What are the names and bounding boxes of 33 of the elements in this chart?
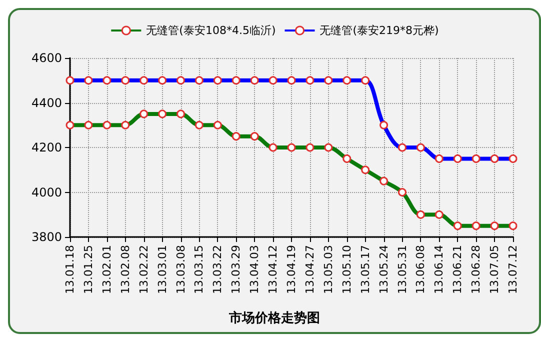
- x-tick-label: 13.06.28: [470, 245, 483, 294]
- x-tick-label: 13.03.29: [230, 245, 243, 294]
- x-tick-label: 13.01.25: [82, 245, 95, 294]
- x-tick-label: 13.07.12: [506, 245, 520, 294]
- legend-label: 无缝管(泰安108*4.5临沂): [146, 24, 276, 37]
- x-tick-label: 13.02.08: [118, 245, 132, 294]
- x-tick-label: 13.03.01: [156, 245, 169, 294]
- x-tick-label: 13.05.31: [396, 245, 409, 294]
- y-tick-label: 4400: [31, 96, 62, 110]
- x-tick-label: 13.04.12: [266, 245, 280, 294]
- x-tick-label: 13.07.05: [488, 245, 502, 294]
- x-tick-label: 13.02.01: [100, 245, 114, 294]
- x-tick-label: 13.03.22: [211, 245, 224, 294]
- legend-label: 无缝管(泰安219*8元桦): [320, 24, 439, 37]
- y-tick-label: 4000: [31, 185, 62, 200]
- y-tick-label: 3800: [31, 230, 62, 244]
- x-tick-label: 13.06.14: [432, 245, 446, 294]
- x-tick-label: 13.01.18: [64, 245, 76, 294]
- x-tick-label: 13.05.10: [340, 245, 354, 294]
- x-tick-label: 13.05.17: [358, 245, 372, 294]
- x-tick-label: 13.04.19: [285, 245, 298, 294]
- x-tick-label: 13.06.08: [414, 245, 428, 294]
- text: 市场价格走势图: [228, 310, 320, 326]
- x-tick-label: 13.04.03: [248, 245, 262, 294]
- x-tick-label: 13.05.03: [322, 245, 335, 294]
- x-tick-label: 13.02.22: [137, 245, 150, 294]
- x-tick-label: 13.03.08: [174, 245, 188, 294]
- x-tick-label: 13.06.21: [451, 245, 464, 294]
- y-tick-label: 4200: [31, 140, 62, 154]
- x-tick-label: 13.04.27: [303, 245, 316, 294]
- y-tick-label: 4600: [31, 51, 62, 65]
- x-tick-label: 13.05.24: [377, 245, 390, 294]
- x-tick-label: 13.03.15: [192, 245, 206, 294]
